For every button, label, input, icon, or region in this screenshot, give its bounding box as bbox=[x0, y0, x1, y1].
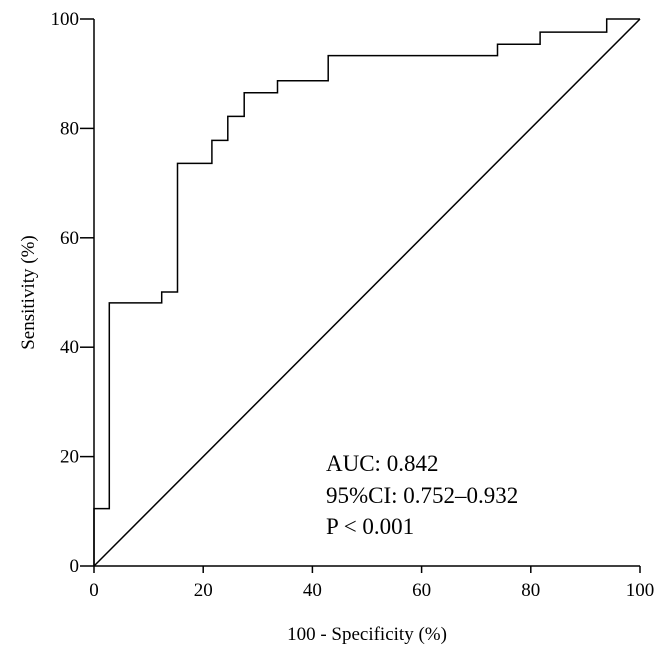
x-ticks: 0 20 40 60 80 100 bbox=[89, 566, 654, 601]
x-tick-label: 80 bbox=[521, 580, 540, 601]
y-ticks: 0 20 40 60 80 100 bbox=[51, 9, 94, 577]
x-tick-label: 60 bbox=[412, 580, 431, 601]
axes bbox=[93, 19, 640, 567]
y-tick-label: 40 bbox=[60, 337, 79, 358]
y-tick-label: 0 bbox=[70, 556, 80, 577]
y-axis-label: Sensitivity (%) bbox=[18, 235, 39, 350]
y-tick-label: 20 bbox=[60, 447, 79, 468]
stats-annotations: AUC: 0.842 95%CI: 0.752–0.932 P < 0.001 bbox=[326, 451, 518, 539]
x-tick-label: 40 bbox=[303, 580, 322, 601]
p-value-annotation: P < 0.001 bbox=[326, 514, 414, 539]
auc-annotation: AUC: 0.842 bbox=[326, 451, 438, 476]
x-tick-label: 100 bbox=[626, 580, 655, 601]
roc-curve bbox=[93, 18, 640, 566]
reference-diagonal-line bbox=[93, 18, 641, 567]
ci-annotation: 95%CI: 0.752–0.932 bbox=[326, 483, 518, 508]
x-axis-label: 100 - Specificity (%) bbox=[287, 624, 447, 645]
x-tick-label: 20 bbox=[194, 580, 213, 601]
y-tick-label: 100 bbox=[51, 9, 80, 30]
y-tick-label: 60 bbox=[60, 228, 79, 249]
y-tick-label: 80 bbox=[60, 118, 79, 139]
x-tick-label: 0 bbox=[89, 580, 99, 601]
plot-lines bbox=[93, 18, 641, 567]
